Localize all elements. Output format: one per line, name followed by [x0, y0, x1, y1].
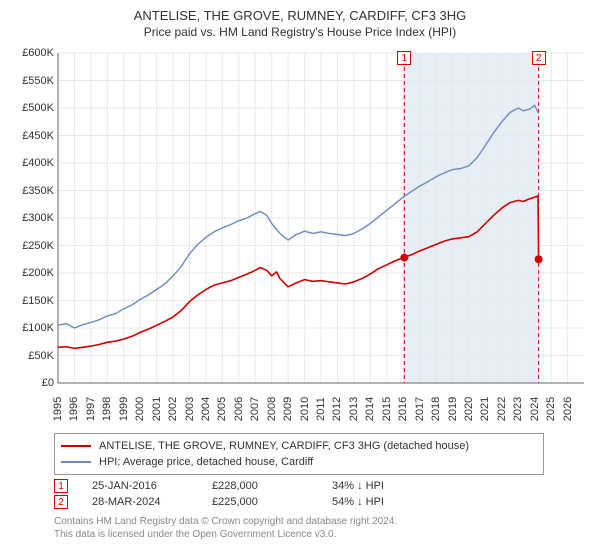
x-tick-label: 2005 [216, 397, 228, 421]
y-tick-label: £450K [22, 130, 54, 142]
legend-swatch [61, 445, 91, 447]
x-tick-label: 2024 [529, 397, 541, 421]
y-tick-label: £100K [22, 322, 54, 334]
x-tick-label: 2011 [315, 397, 327, 421]
y-tick-label: £500K [22, 102, 54, 114]
transaction-delta: 54% ↓ HPI [332, 496, 452, 508]
footer-attribution: Contains HM Land Registry data © Crown c… [54, 515, 588, 541]
x-tick-label: 2022 [496, 397, 508, 421]
x-tick-label: 1999 [118, 397, 130, 421]
x-tick-label: 2025 [545, 397, 557, 421]
y-tick-label: £350K [22, 185, 54, 197]
x-tick-label: 2006 [233, 397, 245, 421]
x-tick-label: 2026 [562, 397, 574, 421]
legend-label: HPI: Average price, detached house, Card… [99, 456, 313, 468]
footer-line-1: Contains HM Land Registry data © Crown c… [54, 515, 588, 528]
footer-line-2: This data is licensed under the Open Gov… [54, 528, 588, 541]
y-tick-label: £200K [22, 267, 54, 279]
chart-marker-2: 2 [532, 51, 546, 65]
x-tick-label: 2001 [151, 397, 163, 421]
y-tick-label: £0 [42, 377, 54, 389]
y-tick-label: £300K [22, 212, 54, 224]
x-tick-label: 2023 [512, 397, 524, 421]
legend: ANTELISE, THE GROVE, RUMNEY, CARDIFF, CF… [54, 433, 544, 475]
chart-title: ANTELISE, THE GROVE, RUMNEY, CARDIFF, CF… [12, 8, 588, 23]
y-tick-label: £400K [22, 157, 54, 169]
transaction-marker: 1 [54, 479, 68, 493]
y-tick-label: £50K [28, 350, 54, 362]
transaction-price: £225,000 [212, 496, 332, 508]
x-tick-label: 2018 [430, 397, 442, 421]
chart-svg [12, 47, 588, 427]
x-tick-label: 2014 [364, 397, 376, 421]
y-tick-label: £250K [22, 240, 54, 252]
x-tick-label: 2017 [414, 397, 426, 421]
transaction-price: £228,000 [212, 480, 332, 492]
chart-plot-area: £0 £50K £100K £150K £200K £250K £300K £350K £400… [12, 47, 588, 427]
y-tick-label: £550K [22, 75, 54, 87]
x-tick-label: 2004 [200, 397, 212, 421]
x-tick-label: 2008 [266, 397, 278, 421]
x-tick-label: 2019 [447, 397, 459, 421]
x-tick-label: 1996 [68, 397, 80, 421]
transaction-row: 2 28-MAR-2024£225,00054% ↓ HPI [54, 495, 588, 509]
x-tick-label: 2007 [249, 397, 261, 421]
x-tick-label: 2020 [463, 397, 475, 421]
x-tick-label: 1998 [101, 397, 113, 421]
y-tick-label: £150K [22, 295, 54, 307]
x-tick-label: 2000 [134, 397, 146, 421]
x-tick-label: 1995 [52, 397, 64, 421]
transaction-delta: 34% ↓ HPI [332, 480, 452, 492]
legend-item: HPI: Average price, detached house, Card… [61, 454, 537, 470]
chart-subtitle: Price paid vs. HM Land Registry's House … [12, 25, 588, 39]
transaction-list: 1 25-JAN-2016£228,00034% ↓ HPI 2 28-MAR-202… [12, 479, 588, 509]
legend-item: ANTELISE, THE GROVE, RUMNEY, CARDIFF, CF… [61, 438, 537, 454]
legend-label: ANTELISE, THE GROVE, RUMNEY, CARDIFF, CF… [99, 440, 469, 452]
x-tick-label: 2009 [282, 397, 294, 421]
transaction-date: 25-JAN-2016 [92, 480, 212, 492]
x-tick-label: 2012 [331, 397, 343, 421]
x-tick-label: 2021 [479, 397, 491, 421]
transaction-row: 1 25-JAN-2016£228,00034% ↓ HPI [54, 479, 588, 493]
x-tick-label: 2010 [299, 397, 311, 421]
legend-swatch [61, 461, 91, 463]
x-tick-label: 1997 [85, 397, 97, 421]
x-tick-label: 2013 [348, 397, 360, 421]
transaction-date: 28-MAR-2024 [92, 496, 212, 508]
x-tick-label: 2003 [184, 397, 196, 421]
x-tick-label: 2002 [167, 397, 179, 421]
y-tick-label: £600K [22, 47, 54, 59]
x-tick-label: 2015 [381, 397, 393, 421]
transaction-marker: 2 [54, 495, 68, 509]
x-tick-label: 2016 [397, 397, 409, 421]
chart-container: ANTELISE, THE GROVE, RUMNEY, CARDIFF, CF… [0, 0, 600, 545]
chart-marker-1: 1 [397, 51, 411, 65]
